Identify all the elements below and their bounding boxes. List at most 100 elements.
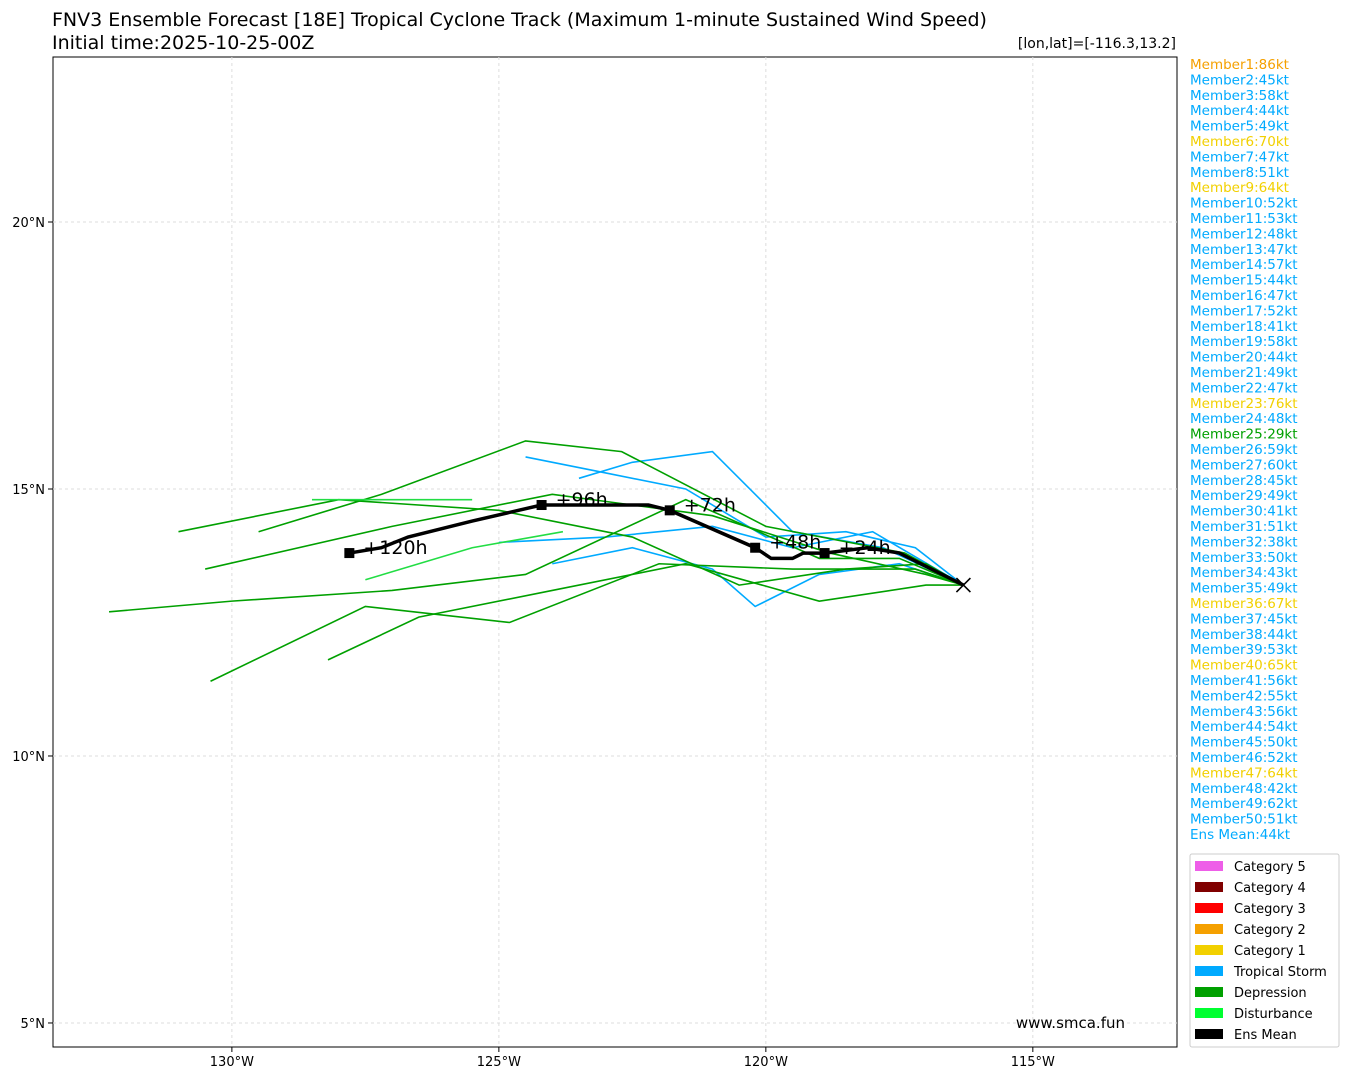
- y-tick-label: 20°N: [12, 216, 45, 231]
- x-tick-label: 115°W: [1011, 1055, 1055, 1070]
- member-label: Member28:45kt: [1190, 473, 1298, 489]
- legend-label: Category 1: [1234, 944, 1306, 959]
- x-tick-label: 130°W: [210, 1055, 254, 1070]
- member-label: Member10:52kt: [1190, 196, 1298, 212]
- member-track: [365, 530, 564, 581]
- member-label: Member21:49kt: [1190, 365, 1298, 381]
- legend-swatch: [1195, 966, 1223, 976]
- legend-label: Ens Mean: [1234, 1028, 1297, 1043]
- member-label: Member3:58kt: [1190, 88, 1289, 104]
- plot-frame: [52, 56, 1178, 1048]
- member-label: Member41:56kt: [1190, 673, 1298, 689]
- member-label: Member25:29kt: [1190, 427, 1298, 443]
- member-label: Member2:45kt: [1190, 72, 1289, 88]
- member-label: Member12:48kt: [1190, 226, 1298, 242]
- member-track: [258, 440, 964, 586]
- member-track: [205, 493, 964, 586]
- watermark: www.smca.fun: [1016, 1014, 1125, 1032]
- legend-label: Category 5: [1234, 860, 1306, 875]
- member-label: Member11:53kt: [1190, 211, 1298, 227]
- legend-swatch: [1195, 1008, 1223, 1018]
- member-label: Member29:49kt: [1190, 488, 1298, 504]
- chart-title: FNV3 Ensemble Forecast [18E] Tropical Cy…: [52, 9, 987, 31]
- member-label: Member16:47kt: [1190, 288, 1298, 304]
- time-label: +72h: [684, 494, 736, 516]
- member-label: Member33:50kt: [1190, 550, 1298, 566]
- time-marker: [344, 548, 355, 559]
- legend-swatch: [1195, 903, 1223, 913]
- member-label: Member35:49kt: [1190, 581, 1298, 597]
- member-label: Member15:44kt: [1190, 273, 1298, 289]
- member-label: Member19:58kt: [1190, 334, 1298, 350]
- member-label: Member43:56kt: [1190, 704, 1298, 720]
- legend-box: [1189, 853, 1340, 1048]
- member-label: Member45:50kt: [1190, 735, 1298, 751]
- legend-swatch: [1195, 1029, 1223, 1039]
- time-label: +48h: [769, 532, 821, 554]
- time-label: +24h: [839, 537, 891, 559]
- time-marker: [819, 548, 830, 559]
- member-label: Member47:64kt: [1190, 765, 1298, 781]
- member-label: Member31:51kt: [1190, 519, 1298, 535]
- member-label: Member8:51kt: [1190, 165, 1289, 181]
- time-label: +120h: [363, 537, 427, 559]
- member-label: Member46:52kt: [1190, 750, 1298, 766]
- member-label: Member44:54kt: [1190, 719, 1298, 735]
- legend-swatch: [1195, 924, 1223, 934]
- legend-label: Category 2: [1234, 923, 1306, 938]
- legend-label: Tropical Storm: [1233, 965, 1327, 980]
- member-label: Member18:41kt: [1190, 319, 1298, 335]
- y-tick-label: 15°N: [12, 483, 45, 498]
- member-track: [210, 562, 964, 682]
- member-label: Member9:64kt: [1190, 180, 1289, 196]
- plot-area: +24h +48h +72h +96h +120h: [53, 57, 1177, 1047]
- member-label: Member49:62kt: [1190, 796, 1298, 812]
- member-label: Member50:51kt: [1190, 812, 1298, 828]
- member-track: [327, 562, 964, 661]
- member-label: Member26:59kt: [1190, 442, 1298, 458]
- member-label: Member23:76kt: [1190, 396, 1298, 412]
- member-track: [525, 456, 964, 586]
- member-label: Member22:47kt: [1190, 380, 1298, 396]
- member-label: Member20:44kt: [1190, 350, 1298, 366]
- member-label: Member36:67kt: [1190, 596, 1298, 612]
- start-marker: [955, 577, 971, 593]
- legend-swatch: [1195, 945, 1223, 955]
- legend-swatch: [1195, 987, 1223, 997]
- member-track: [552, 546, 964, 608]
- y-tick-label: 5°N: [21, 1017, 46, 1032]
- member-label: Ens Mean:44kt: [1190, 827, 1290, 843]
- member-label: Member13:47kt: [1190, 242, 1298, 258]
- member-label: Member42:55kt: [1190, 688, 1298, 704]
- member-label: Member48:42kt: [1190, 781, 1298, 797]
- member-label: Member6:70kt: [1190, 134, 1289, 150]
- time-marker: [536, 500, 547, 511]
- legend-swatch: [1195, 882, 1223, 892]
- position-label: [lon,lat]=[-116.3,13.2]: [1018, 36, 1176, 52]
- member-label: Member7:47kt: [1190, 149, 1289, 165]
- legend-swatch: [1195, 861, 1223, 871]
- member-label: Member24:48kt: [1190, 411, 1298, 427]
- member-label: Member38:44kt: [1190, 627, 1298, 643]
- time-label: +96h: [556, 489, 608, 511]
- chart-subtitle: Initial time:2025-10-25-00Z: [52, 32, 314, 54]
- member-label: Member14:57kt: [1190, 257, 1298, 273]
- legend-label: Category 4: [1234, 881, 1306, 896]
- x-tick-label: 125°W: [477, 1055, 521, 1070]
- time-marker: [750, 542, 761, 553]
- member-label: Member17:52kt: [1190, 303, 1298, 319]
- legend-label: Disturbance: [1234, 1007, 1313, 1022]
- member-label: Member4:44kt: [1190, 103, 1289, 119]
- member-label: Member30:41kt: [1190, 504, 1298, 520]
- member-label: Member27:60kt: [1190, 457, 1298, 473]
- legend-label: Category 3: [1234, 902, 1306, 917]
- y-tick-label: 10°N: [12, 750, 45, 765]
- time-marker: [664, 505, 675, 516]
- member-label: Member37:45kt: [1190, 611, 1298, 627]
- member-label: Member5:49kt: [1190, 119, 1289, 135]
- legend-label: Depression: [1234, 986, 1307, 1001]
- member-label: Member40:65kt: [1190, 658, 1298, 674]
- member-label: Member39:53kt: [1190, 642, 1298, 658]
- member-label: Member34:43kt: [1190, 565, 1298, 581]
